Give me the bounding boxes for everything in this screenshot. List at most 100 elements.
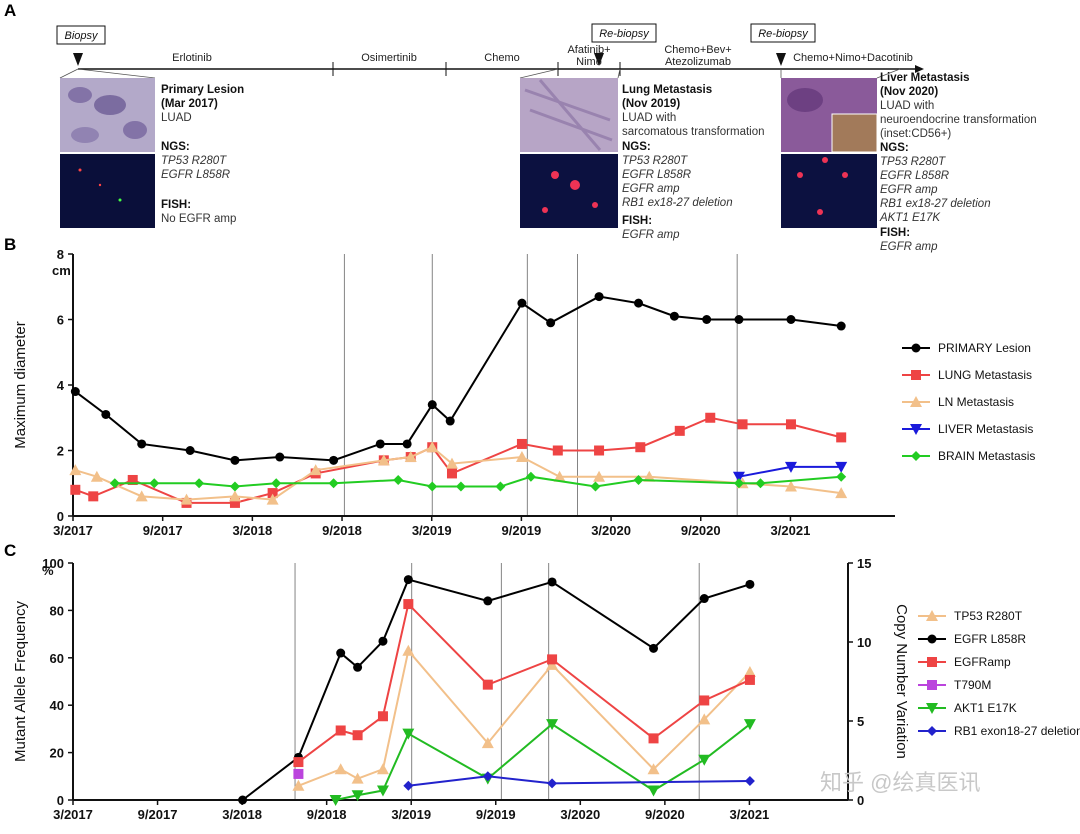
data-point: [525, 471, 536, 482]
series-liver-metastasis: [732, 461, 848, 483]
biopsy-tag-box: [56, 25, 106, 45]
rebiopsy-marker: [776, 53, 786, 66]
ngs-label: NGS:: [880, 142, 909, 154]
block-line: (inset:CD56+): [880, 128, 951, 140]
data-point: [185, 446, 195, 455]
data-point: [109, 478, 120, 489]
series-egframp: [293, 599, 755, 768]
ngs-line: TP53 R280T: [161, 155, 227, 167]
fish-label: FISH:: [880, 227, 910, 239]
x-tick-label: 3/2021: [730, 807, 770, 822]
data-point: [266, 493, 279, 505]
data-point: [784, 480, 797, 492]
data-point: [88, 491, 99, 502]
fish-result: No EGFR amp: [161, 213, 236, 225]
data-point: [836, 471, 847, 482]
treatment-label: Chemo+Bev+: [664, 44, 731, 56]
block-line: LUAD with: [622, 112, 676, 124]
y-tick-label: 0: [57, 793, 64, 808]
data-point: [669, 311, 679, 321]
data-point: [127, 474, 138, 485]
legend-marker: [911, 451, 921, 461]
data-point: [377, 711, 388, 722]
data-point: [743, 719, 756, 731]
treatment-label: Chemo: [484, 52, 519, 64]
data-point: [292, 779, 305, 791]
legend-marker: [910, 424, 922, 435]
data-point: [590, 481, 601, 492]
data-point: [455, 481, 466, 492]
series-line: [298, 648, 751, 787]
y-right-tick-label: 5: [857, 714, 864, 729]
data-point: [375, 439, 385, 449]
data-point: [403, 780, 414, 791]
data-point: [835, 487, 848, 499]
fish-image-lung: [520, 154, 618, 228]
data-point: [426, 441, 439, 453]
data-point: [334, 763, 347, 775]
guide-line: [59, 68, 79, 79]
data-point: [271, 478, 282, 489]
data-point: [267, 488, 278, 499]
legend-marker: [927, 634, 937, 644]
treatment-label: Osimertinib: [361, 52, 417, 64]
x-tick-label: 9/2018: [322, 523, 362, 538]
legend-marker: [927, 680, 937, 690]
data-point: [737, 419, 748, 430]
data-point: [698, 713, 711, 725]
series-brain-metastasis: [109, 471, 847, 492]
ngs-line: AKT1 E17K: [879, 212, 941, 224]
treatment-label: Afatinib+: [567, 44, 610, 56]
rebiopsy-tag: Re-biopsy: [599, 28, 650, 40]
data-point: [293, 757, 304, 768]
biopsy-marker: [73, 53, 83, 66]
data-point: [377, 454, 390, 466]
data-point: [402, 644, 415, 656]
data-point: [745, 579, 755, 589]
data-point: [733, 478, 744, 489]
legend-marker: [911, 370, 921, 380]
block-date: (Nov 2020): [880, 86, 938, 98]
data-point: [376, 785, 389, 797]
data-point: [755, 478, 766, 489]
y-axis-title: Maximum diameter: [12, 321, 29, 449]
x-tick-label: 3/2019: [391, 807, 431, 822]
series-lung-metastasis: [70, 412, 847, 508]
data-point: [594, 445, 605, 456]
data-point: [702, 315, 712, 324]
data-point: [835, 461, 848, 473]
series-line: [114, 475, 842, 488]
y-right-tick-label: 0: [857, 793, 864, 808]
rebiopsy-marker: [594, 53, 604, 66]
data-point: [329, 455, 339, 465]
data-point: [699, 695, 710, 706]
rebiopsy-tag: Re-biopsy: [758, 28, 809, 40]
data-point: [732, 471, 745, 483]
treatment-label: Chemo+Nimo+Dacotinib: [793, 52, 913, 64]
block-line: sarcomatous transformation: [622, 126, 765, 138]
panel-a-letter: A: [4, 1, 16, 20]
data-point: [427, 481, 438, 492]
data-point: [546, 658, 559, 670]
y-tick-label: 4: [57, 378, 65, 393]
legend-label: TP53 R280T: [954, 609, 1023, 623]
timeline-arrowhead: [915, 65, 924, 73]
data-point: [70, 484, 81, 495]
series-line: [242, 578, 751, 801]
histology-image-primary: [60, 78, 155, 152]
y-axis-title: Mutant Allele Frequency: [12, 601, 29, 762]
y-right-tick-label: 15: [857, 556, 871, 571]
y-tick-label: 20: [50, 746, 64, 761]
data-point: [635, 442, 646, 453]
data-point: [329, 795, 342, 806]
ngs-line: TP53 R280T: [622, 155, 688, 167]
x-tick-label: 3/2021: [771, 523, 811, 538]
data-point: [309, 464, 322, 476]
block-date: (Mar 2017): [161, 98, 218, 110]
panel-c-chart: C 0 20 40 60 80 100 0 5 10 15 3/2017 9/2017 3/2018 9/…: [4, 541, 1080, 822]
legend-label: LN Metastasis: [938, 395, 1014, 409]
x-tick-label: 3/2017: [53, 807, 93, 822]
treatment-label: Atezolizumab: [665, 56, 731, 68]
block-date: (Nov 2019): [622, 98, 680, 110]
